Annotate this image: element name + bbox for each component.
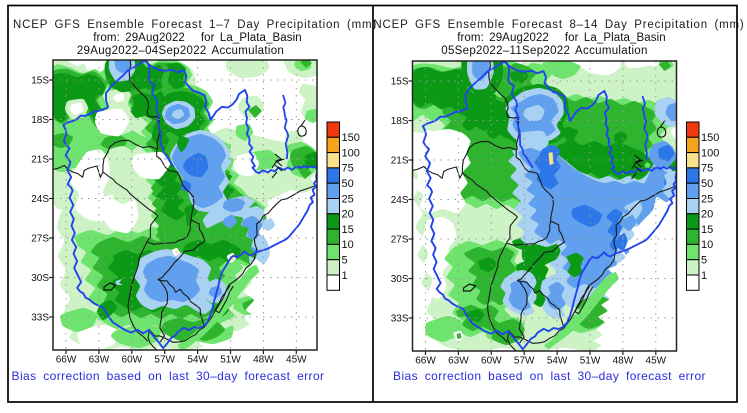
- svg-text:20: 20: [342, 209, 354, 221]
- svg-text:45W: 45W: [286, 355, 307, 366]
- svg-text:1: 1: [701, 270, 707, 282]
- svg-text:30S: 30S: [31, 273, 49, 284]
- svg-text:60W: 60W: [481, 356, 502, 367]
- svg-text:15: 15: [342, 224, 354, 236]
- svg-text:100: 100: [701, 147, 719, 159]
- svg-text:24S: 24S: [391, 195, 409, 206]
- svg-text:30S: 30S: [391, 274, 409, 285]
- svg-text:150: 150: [701, 132, 719, 144]
- svg-text:Bias correction based on last: Bias correction based on last 30–day for…: [393, 369, 706, 383]
- svg-text:60W: 60W: [122, 355, 143, 366]
- svg-text:29Aug2022–04Sep2022 Accumulati: 29Aug2022–04Sep2022 Accumulation: [77, 45, 284, 57]
- svg-text:57W: 57W: [154, 355, 175, 366]
- svg-text:18S: 18S: [391, 116, 409, 127]
- svg-text:NCEP GFS Ensemble Forecast 8–1: NCEP GFS Ensemble Forecast 8–14 Day Prec…: [373, 19, 744, 31]
- svg-text:50: 50: [701, 178, 713, 190]
- svg-text:51W: 51W: [220, 355, 241, 366]
- svg-text:33S: 33S: [391, 314, 409, 325]
- svg-text:27S: 27S: [391, 235, 409, 246]
- svg-text:21S: 21S: [391, 156, 409, 167]
- svg-text:15S: 15S: [31, 76, 49, 87]
- svg-text:15: 15: [701, 224, 713, 236]
- svg-text:75: 75: [342, 163, 354, 175]
- svg-text:33S: 33S: [31, 313, 49, 324]
- svg-text:from: 29Aug2022 for La_Plata: from: 29Aug2022 for La_Plata_Basin: [93, 32, 302, 44]
- svg-text:5: 5: [342, 255, 348, 267]
- svg-text:18S: 18S: [31, 115, 49, 126]
- svg-text:45W: 45W: [646, 356, 667, 367]
- svg-text:25: 25: [701, 193, 713, 205]
- svg-text:24S: 24S: [31, 194, 49, 205]
- svg-text:63W: 63W: [448, 356, 469, 367]
- svg-text:54W: 54W: [187, 355, 208, 366]
- svg-text:20: 20: [701, 209, 713, 221]
- svg-text:1: 1: [342, 270, 348, 282]
- svg-text:48W: 48W: [613, 356, 634, 367]
- svg-text:from: 29Aug2022 for La_Plata: from: 29Aug2022 for La_Plata_Basin: [457, 32, 666, 44]
- svg-text:05Sep2022–11Sep2022 Accumulati: 05Sep2022–11Sep2022 Accumulation: [441, 45, 647, 57]
- svg-text:15S: 15S: [391, 77, 409, 88]
- svg-text:25: 25: [342, 193, 354, 205]
- svg-text:66W: 66W: [56, 355, 77, 366]
- svg-text:50: 50: [342, 178, 354, 190]
- svg-text:NCEP GFS Ensemble Forecast 1–7: NCEP GFS Ensemble Forecast 1–7 Day Preci…: [13, 19, 377, 31]
- svg-text:48W: 48W: [253, 355, 274, 366]
- svg-text:63W: 63W: [89, 355, 110, 366]
- svg-text:150: 150: [342, 132, 360, 144]
- svg-text:51W: 51W: [580, 356, 601, 367]
- svg-text:21S: 21S: [31, 155, 49, 166]
- svg-text:100: 100: [342, 147, 360, 159]
- svg-text:10: 10: [701, 239, 713, 251]
- svg-text:Bias correction based on last: Bias correction based on last 30–day for…: [12, 369, 325, 383]
- svg-text:57W: 57W: [514, 356, 535, 367]
- svg-text:54W: 54W: [547, 356, 568, 367]
- svg-text:27S: 27S: [31, 234, 49, 245]
- svg-text:10: 10: [342, 239, 354, 251]
- svg-text:66W: 66W: [415, 356, 436, 367]
- svg-text:5: 5: [701, 255, 707, 267]
- svg-text:75: 75: [701, 163, 713, 175]
